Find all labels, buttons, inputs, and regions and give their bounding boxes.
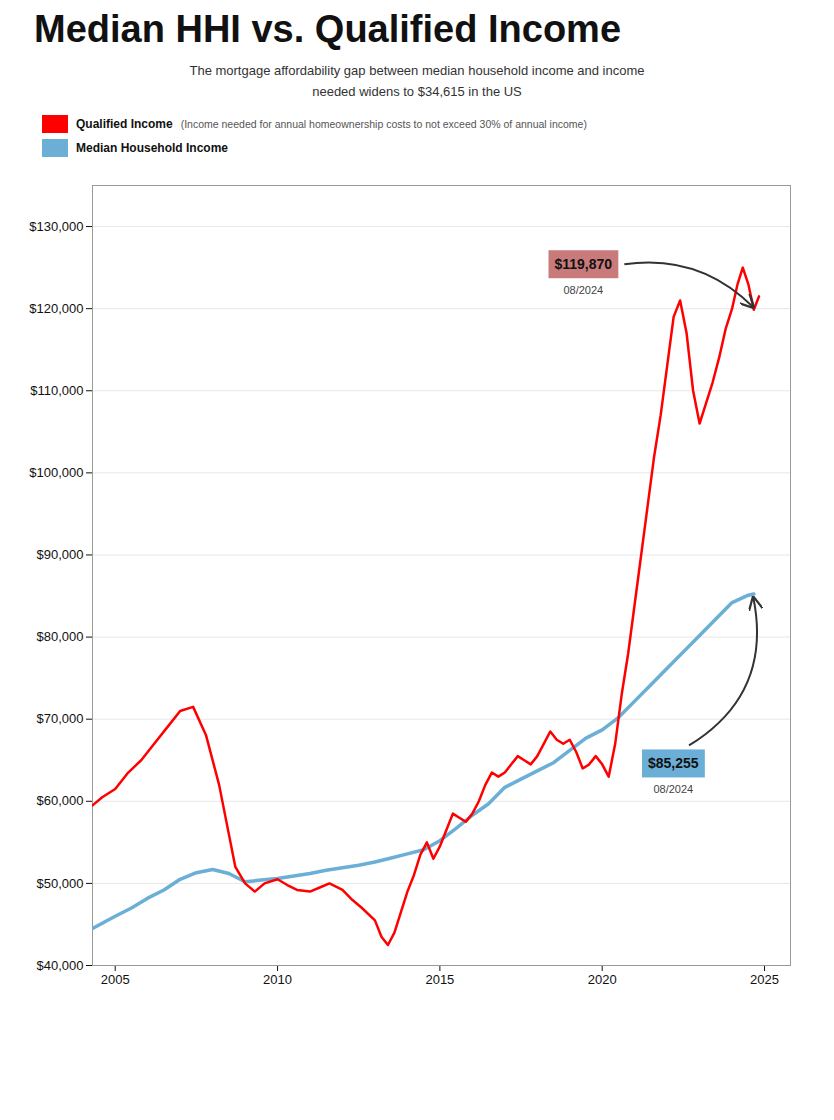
svg-text:$110,000: $110,000 <box>30 383 83 398</box>
svg-text:2005: 2005 <box>101 971 130 986</box>
html-text:Median HHI vs. Qualified Incom: Median HHI vs. Qualified Income <box>34 8 621 50</box>
svg-text:2015: 2015 <box>425 971 454 986</box>
svg-text:2020: 2020 <box>588 971 617 986</box>
html-text:(Income needed for annual home: (Income needed for annual homeownership … <box>180 117 587 130</box>
svg-text:$80,000: $80,000 <box>37 629 84 644</box>
svg-text:2010: 2010 <box>263 971 292 986</box>
svg-text:08/2024: 08/2024 <box>563 284 603 296</box>
svg-text:2025: 2025 <box>750 971 779 986</box>
html-text:Median Household Income: Median Household Income <box>76 140 228 155</box>
svg-text:$120,000: $120,000 <box>29 300 83 315</box>
svg-text:$90,000: $90,000 <box>37 547 84 562</box>
html-text:Qualified Income: Qualified Income <box>76 116 173 131</box>
svg-text:$70,000: $70,000 <box>37 711 84 726</box>
svg-text:$40,000: $40,000 <box>37 957 84 972</box>
svg-text:$85,255: $85,255 <box>648 755 699 771</box>
svg-text:$50,000: $50,000 <box>37 875 84 890</box>
html-text:The mortgage affordability gap: The mortgage affordability gap between m… <box>189 63 645 99</box>
svg-text:08/2024: 08/2024 <box>653 783 693 795</box>
svg-text:$60,000: $60,000 <box>37 793 84 808</box>
svg-text:$119,870: $119,870 <box>555 256 613 272</box>
svg-text:$130,000: $130,000 <box>29 218 83 233</box>
svg-text:$100,000: $100,000 <box>29 465 83 480</box>
